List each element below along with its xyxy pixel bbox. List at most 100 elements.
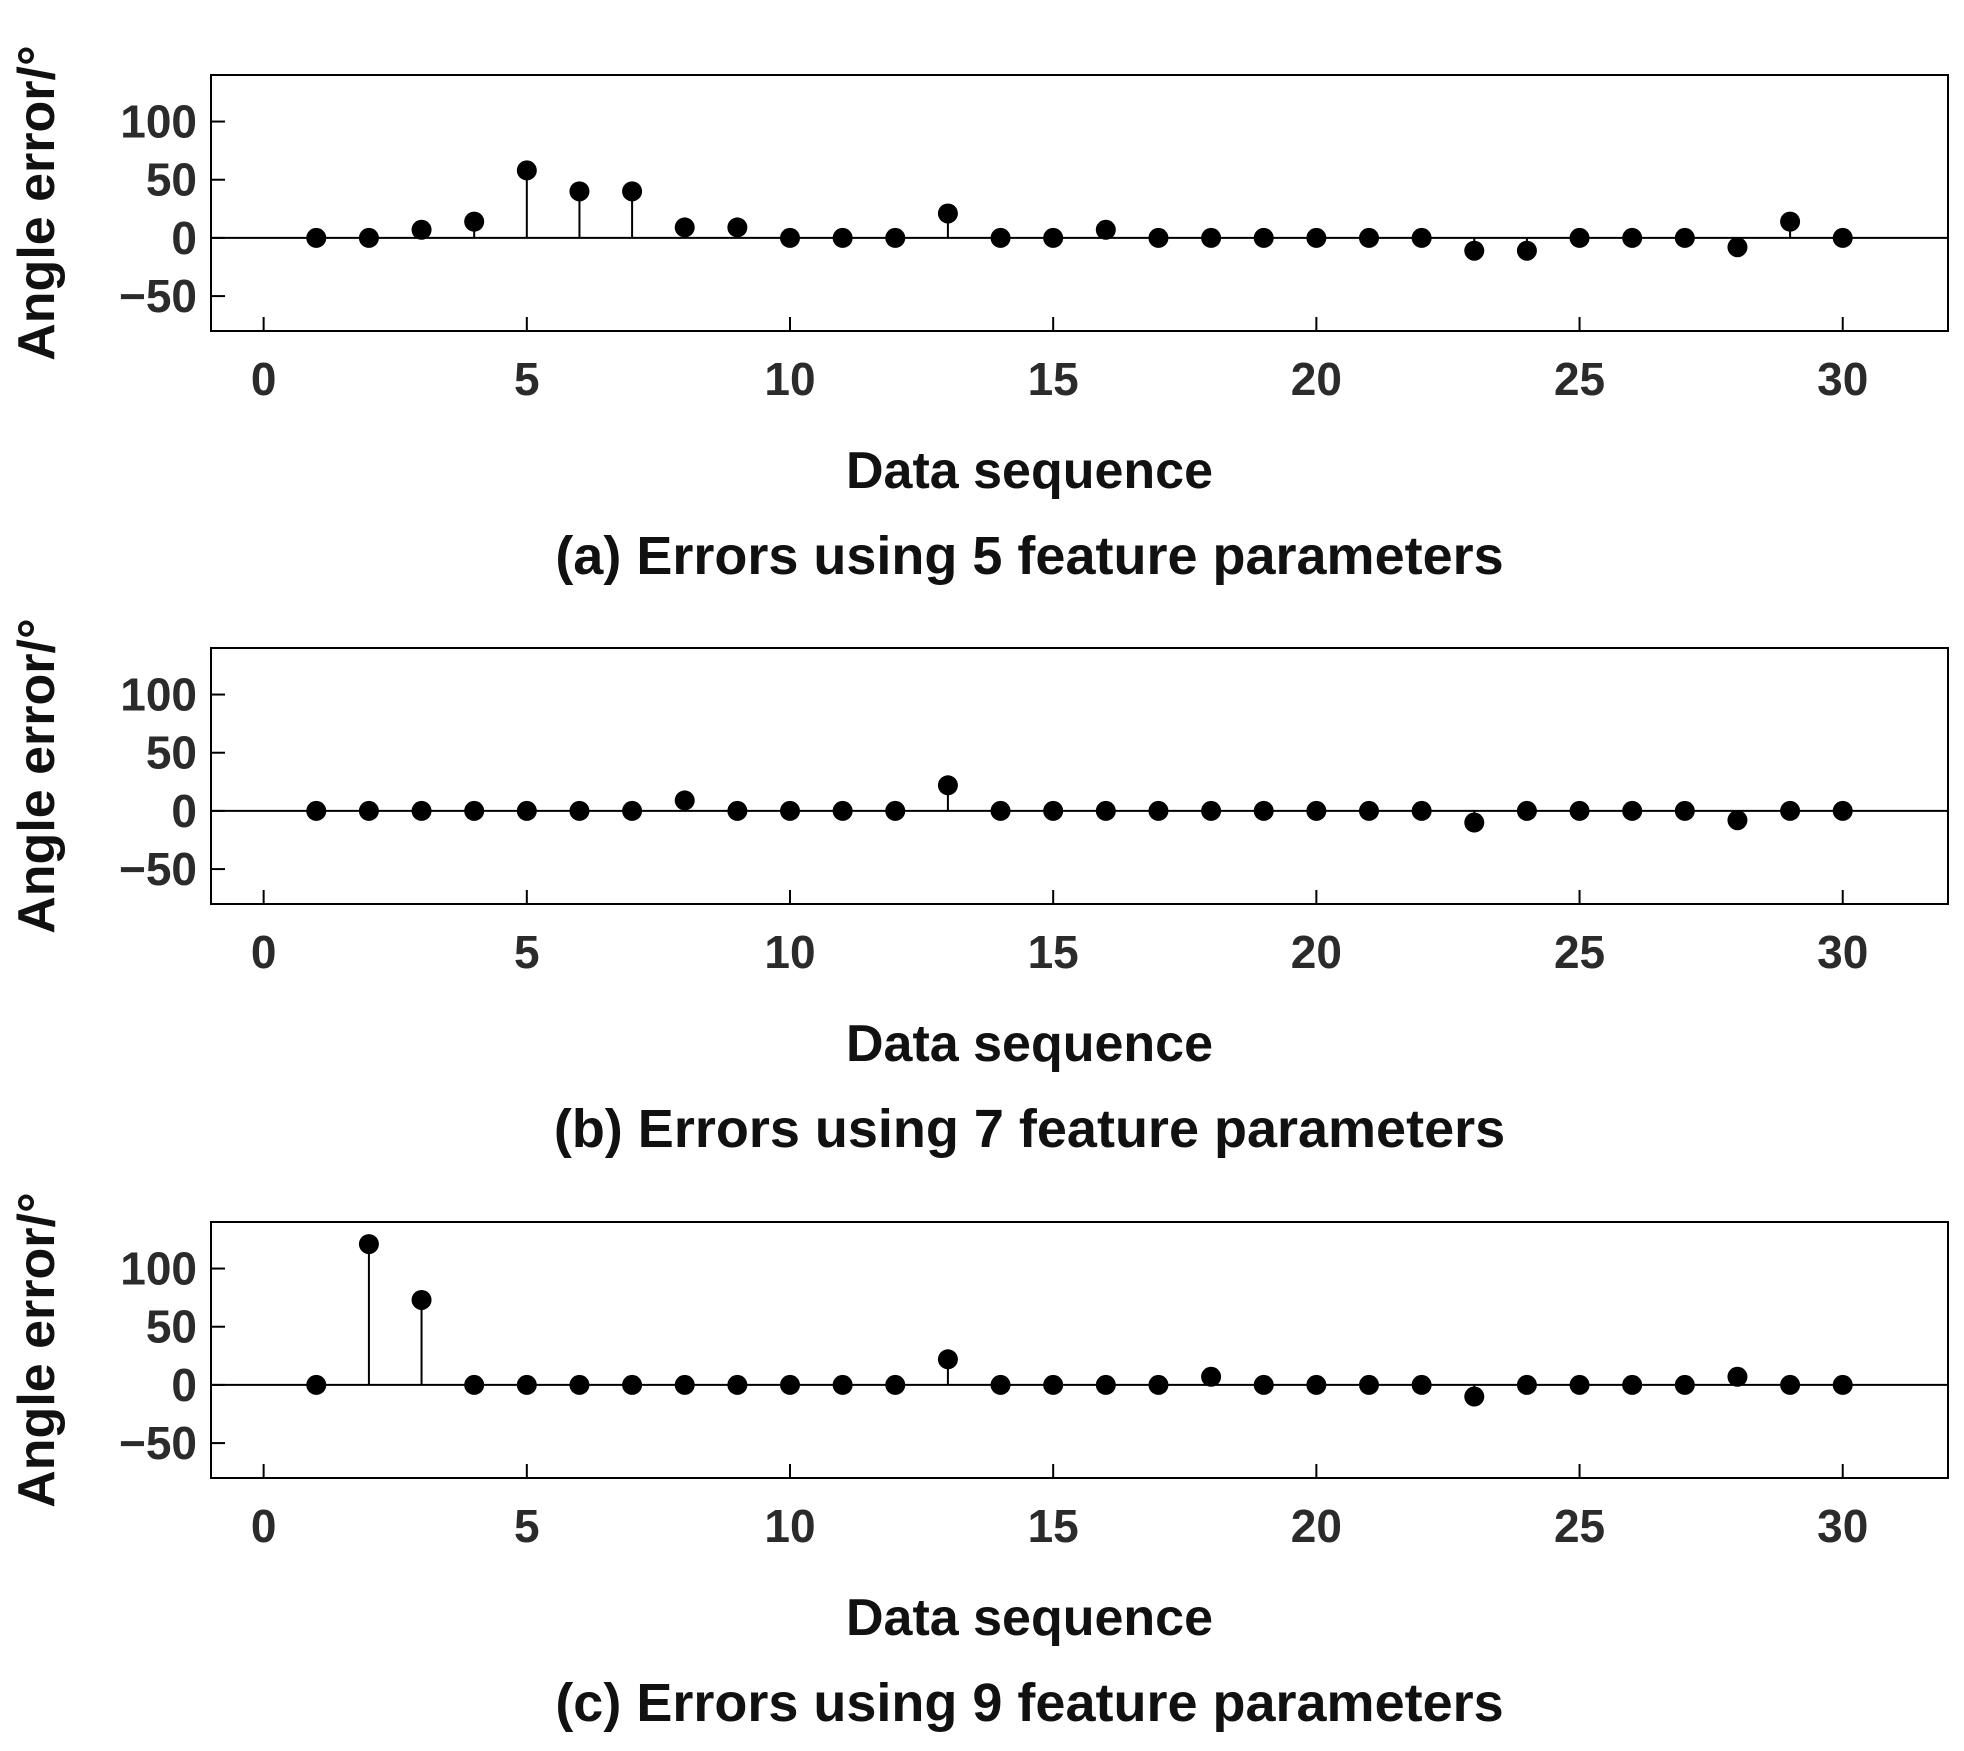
panel-1-marker: [885, 227, 906, 248]
panel-2-ytick-label: 50: [146, 727, 197, 779]
panel-1-marker: [1201, 227, 1222, 248]
panel-2-ytick-label: −50: [119, 843, 197, 895]
panel-1-ylabel: Angle error/°: [8, 45, 66, 361]
panel-1-marker: [622, 181, 643, 202]
panel-2-ytick-label: 0: [171, 785, 197, 837]
panel-1-xtick-label: 10: [764, 353, 815, 405]
panel-3-marker: [516, 1374, 537, 1395]
panel-3-marker: [1148, 1374, 1169, 1395]
panel-2-xtick-label: 0: [251, 926, 277, 978]
panel-1-marker: [1832, 227, 1853, 248]
panel-3-xtick-label: 15: [1028, 1500, 1079, 1552]
panel-3-marker: [1253, 1374, 1274, 1395]
panel-2-marker: [1569, 800, 1590, 821]
panel-3-marker: [674, 1374, 695, 1395]
panel-3-ytick-label: 100: [120, 1243, 197, 1295]
panel-3-marker: [464, 1374, 485, 1395]
panel-3-ytick-label: −50: [119, 1417, 197, 1469]
panel-1-marker: [990, 227, 1011, 248]
panel-1-marker: [1569, 227, 1590, 248]
panel-3: −50 0 50 100 0 5 10 15 20 25 30 Angle error/° Data s…: [8, 1192, 1949, 1733]
panel-3-marker: [1201, 1366, 1222, 1387]
panel-1-marker: [674, 217, 695, 238]
panel-1-xtick-label: 20: [1291, 353, 1342, 405]
panel-2-marker: [1622, 800, 1643, 821]
panel-1-ytick-label: 100: [120, 96, 197, 148]
panel-2-ylabel: Angle error/°: [8, 618, 66, 934]
panel-3-marker: [990, 1374, 1011, 1395]
panel-2-xtick-label: 10: [764, 926, 815, 978]
panel-3-xtick-label: 5: [514, 1500, 540, 1552]
panel-1-ytick-label: 50: [146, 154, 197, 206]
panel-3-marker: [1464, 1386, 1485, 1407]
panel-3-marker: [1780, 1374, 1801, 1395]
panel-2-marker: [937, 775, 958, 796]
panel-2-marker: [780, 800, 800, 821]
panel-1-ytick-label: −50: [119, 270, 197, 322]
panel-1-xtick-label: 5: [514, 353, 540, 405]
panel-2-marker: [622, 800, 643, 821]
panel-2-caption: (b) Errors using 7 feature parameters: [554, 1099, 1505, 1159]
panel-1-marker: [937, 203, 958, 224]
panel-2-marker: [358, 800, 379, 821]
panel-1-marker: [832, 227, 853, 248]
panel-3-xtick-label: 10: [764, 1500, 815, 1552]
panel-1-marker: [1674, 227, 1695, 248]
panel-2-marker: [1832, 800, 1853, 821]
panel-2-marker: [885, 800, 906, 821]
panel-2-marker: [1411, 800, 1432, 821]
panel-3-xtick-label: 20: [1291, 1500, 1342, 1552]
panel-1-marker: [1464, 240, 1485, 261]
panel-1-marker: [1095, 219, 1116, 240]
panel-3-marker: [885, 1374, 906, 1395]
panel-1-marker: [727, 217, 748, 238]
panel-1-marker: [1516, 240, 1537, 261]
panel-2-marker: [727, 800, 748, 821]
panel-2-xtick-label: 5: [514, 926, 540, 978]
panel-3-marker: [1674, 1374, 1695, 1395]
panel-1-marker: [1306, 227, 1327, 248]
panel-1-marker: [358, 227, 379, 248]
panel-2-axes-box: [210, 647, 1949, 905]
panel-3-marker: [1727, 1366, 1748, 1387]
panel-2-xtick-label: 15: [1028, 926, 1079, 978]
panel-1-marker: [411, 219, 432, 240]
panel-2-marker: [990, 800, 1011, 821]
panel-2-marker: [1359, 800, 1379, 821]
panel-2-xtick-label: 20: [1291, 926, 1342, 978]
panel-2-marker: [1148, 800, 1169, 821]
panel-3-marker: [1832, 1374, 1853, 1395]
panel-3-marker: [1622, 1374, 1643, 1395]
panel-1-axes-box: [210, 74, 1949, 332]
panel-1: −50 0 50 100 0 5 10 15 20 25 30 Angle error/° Data s…: [8, 45, 1949, 586]
panel-2-marker: [464, 800, 485, 821]
panel-3-marker: [306, 1374, 327, 1395]
panel-3-marker: [832, 1374, 853, 1395]
panel-1-marker: [569, 181, 590, 202]
panel-2-marker: [1727, 810, 1748, 831]
panel-3-xtick-label: 30: [1817, 1500, 1868, 1552]
panel-1-xlabel: Data sequence: [846, 442, 1213, 500]
panel-1-xtick-label: 25: [1554, 353, 1605, 405]
panel-3-marker: [780, 1374, 800, 1395]
panel-1-marker: [1727, 237, 1748, 258]
panel-2: −50 0 50 100 0 5 10 15 20 25 30 Angle error/° Data s…: [8, 618, 1949, 1159]
panel-3-marker: [1359, 1374, 1379, 1395]
panel-3-marker: [727, 1374, 748, 1395]
panel-2-xtick-label: 30: [1817, 926, 1868, 978]
panel-1-marker: [1043, 227, 1064, 248]
panel-2-xlabel: Data sequence: [846, 1015, 1213, 1073]
panel-3-marker: [1569, 1374, 1590, 1395]
panel-1-marker: [1253, 227, 1274, 248]
panel-1-caption: (a) Errors using 5 feature parameters: [555, 526, 1503, 586]
panel-2-marker: [1253, 800, 1274, 821]
panel-2-marker: [1780, 800, 1801, 821]
panel-2-marker: [1516, 800, 1537, 821]
panel-3-marker: [1516, 1374, 1537, 1395]
panel-3-xtick-label: 25: [1554, 1500, 1605, 1552]
panel-3-ytick-label: 50: [146, 1301, 197, 1353]
panel-1-marker: [1780, 211, 1801, 232]
panel-2-marker: [1674, 800, 1695, 821]
panel-3-marker: [1306, 1374, 1327, 1395]
